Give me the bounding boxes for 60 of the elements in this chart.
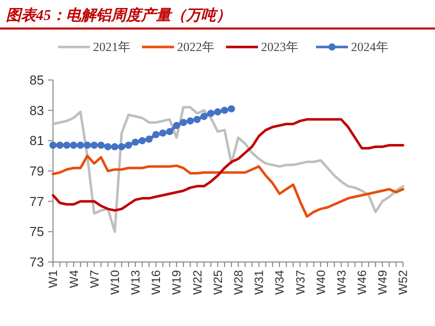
point [207,110,214,117]
x-tick-label: W1 [46,270,60,288]
x-tick-label: W46 [355,270,370,295]
y-tick-label: 85 [30,72,44,88]
point [138,137,146,144]
x-tick-label: W22 [190,270,204,295]
y-tick-label: 83 [30,102,44,118]
line-series [52,106,404,233]
x-tick-label: W19 [170,270,184,295]
x-tick-label: W40 [314,270,328,295]
point [132,138,139,146]
point [104,143,112,150]
point [124,142,132,149]
point [200,112,208,120]
chart-title: 图表45：电解铝周度产量（万吨） [6,6,231,24]
point [49,142,57,149]
point [111,143,118,150]
legend-label: 2022年 [177,40,215,54]
point [166,128,174,136]
x-tick-label: W4 [66,270,81,288]
x-tick-label: W25 [210,270,225,295]
point [118,143,126,150]
x-tick-label: W37 [293,270,308,295]
legend-label: 2021年 [93,40,131,54]
y-tick-label: 73 [30,254,44,270]
x-tick-label: W34 [272,270,287,295]
point [76,142,84,149]
x-tick-label: W7 [87,270,102,288]
point [172,122,180,130]
point [214,108,222,116]
x-tick-label: W28 [231,270,246,295]
line-series [52,154,404,218]
y-tick-label: 77 [30,194,44,209]
point [84,142,91,149]
legend-label: 2024年 [351,40,389,54]
x-tick-label: W49 [376,270,390,295]
y-tick-label: 75 [30,224,44,240]
x-tick-label: W13 [128,270,143,295]
x-tick-label: W43 [334,270,348,295]
x-tick-label: W52 [396,270,410,295]
point [70,142,78,149]
point [63,142,70,149]
legend-label: 2023年 [261,40,299,54]
line-series [52,118,404,212]
point [159,129,166,137]
x-tick-label: W10 [108,270,122,295]
point [56,142,64,149]
point [97,142,105,149]
point [145,136,153,143]
point [90,142,98,149]
y-tick-label: 79 [30,164,44,179]
x-tick-label: W31 [252,270,266,295]
point [220,106,228,114]
point [152,131,160,138]
point [228,105,236,112]
point [194,116,201,124]
point [186,117,194,125]
point [180,118,187,126]
x-tick-label: W16 [149,270,164,295]
y-tick-label: 81 [30,133,44,148]
